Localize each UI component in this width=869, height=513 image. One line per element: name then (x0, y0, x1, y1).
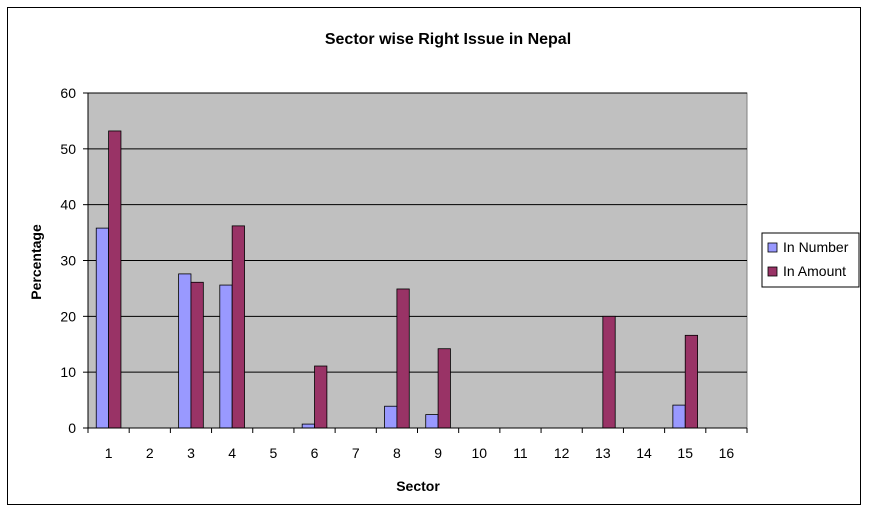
bar-in-number (384, 405, 398, 429)
x-tick-label: 6 (311, 445, 319, 461)
x-tick-label: 13 (595, 445, 611, 461)
legend-swatch (767, 266, 778, 277)
bar-in-amount (190, 281, 204, 429)
chart-title: Sector wise Right Issue in Nepal (325, 31, 571, 48)
x-tick-label: 4 (228, 445, 236, 461)
bar-in-number (178, 273, 192, 429)
x-tick-label: 5 (269, 445, 277, 461)
y-tick-label: 20 (60, 308, 76, 324)
y-tick-label: 0 (68, 420, 76, 436)
y-axis-label: Percentage (28, 224, 44, 300)
bar-in-amount (231, 225, 245, 429)
legend: In Number In Amount (761, 232, 860, 288)
bar-in-amount (684, 334, 698, 429)
axes (83, 92, 748, 433)
bars (95, 130, 698, 429)
bar-in-amount (602, 315, 616, 429)
x-axis-label: Sector (396, 478, 440, 494)
y-tick-label: 60 (60, 85, 76, 101)
x-tick-label: 14 (636, 445, 652, 461)
x-tick-label: 8 (393, 445, 401, 461)
x-tick-label: 16 (719, 445, 735, 461)
x-tick-label: 11 (513, 445, 528, 461)
y-tick-label: 40 (60, 197, 76, 213)
bar-in-number (95, 227, 109, 429)
y-tick-labels: 0 10 20 30 40 50 60 (60, 85, 76, 436)
bar-in-number (672, 404, 686, 429)
bar-in-amount (108, 130, 122, 429)
y-tick-label: 30 (60, 253, 76, 269)
x-tick-labels: 1 2 3 4 5 6 7 8 9 10 11 12 13 14 15 16 (105, 445, 735, 461)
x-tick-label: 7 (352, 445, 360, 461)
legend-label: In Amount (783, 263, 846, 279)
bar-in-amount (396, 288, 410, 429)
y-tick-label: 50 (60, 141, 76, 157)
legend-swatch (767, 242, 778, 253)
bar-in-amount (437, 348, 451, 429)
bar-in-amount (314, 365, 328, 429)
y-tick-label: 10 (60, 364, 76, 380)
bar-in-number (219, 284, 233, 429)
x-tick-label: 12 (554, 445, 570, 461)
x-tick-label: 1 (105, 445, 113, 461)
legend-label: In Number (783, 239, 849, 255)
x-tick-label: 10 (471, 445, 487, 461)
bar-in-number (425, 414, 439, 429)
x-tick-label: 3 (187, 445, 195, 461)
bar-in-number (301, 423, 315, 429)
legend-box (761, 232, 860, 288)
x-tick-label: 15 (677, 445, 693, 461)
x-tick-label: 2 (146, 445, 154, 461)
x-tick-label: 9 (434, 445, 442, 461)
